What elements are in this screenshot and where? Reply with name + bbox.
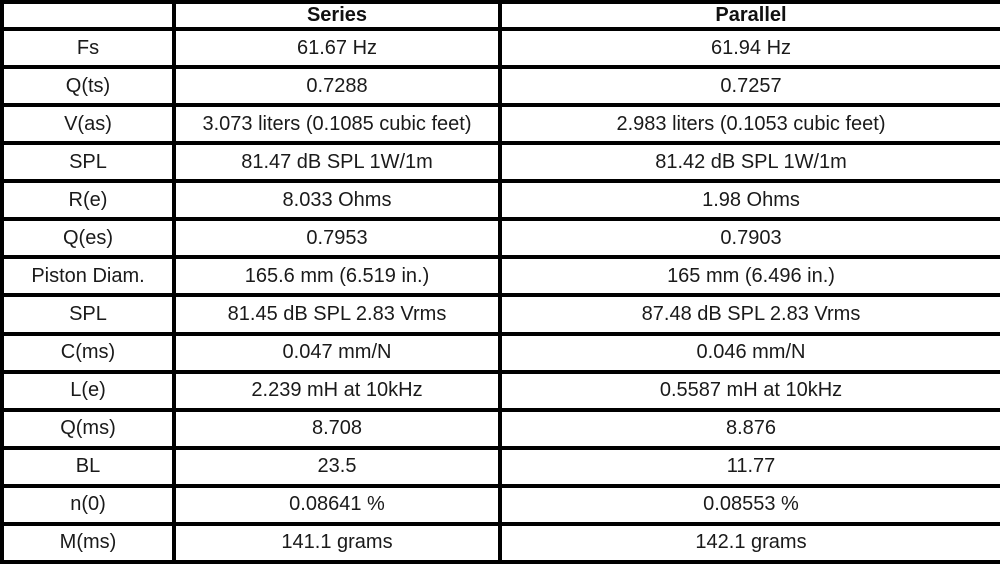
table-row: R(e) 8.033 Ohms 1.98 Ohms: [0, 179, 1000, 222]
row-label-cell: n(0): [0, 483, 176, 526]
table-row: BL 23.5 11.77: [0, 445, 1000, 488]
row-label-cell: M(ms): [0, 521, 176, 564]
table-row: Q(ms) 8.708 8.876: [0, 407, 1000, 450]
series-value-cell: 8.033 Ohms: [172, 179, 502, 222]
column-header-series: Series: [172, 0, 502, 31]
parallel-value-cell: 0.08553 %: [498, 483, 1000, 526]
row-label-cell: Fs: [0, 26, 176, 70]
series-value-cell: 3.073 liters (0.1085 cubic feet): [172, 103, 502, 146]
table-body: Fs 61.67 Hz 61.94 Hz Q(ts) 0.7288 0.7257 V(as)…: [0, 26, 1000, 564]
row-label-cell: C(ms): [0, 331, 176, 374]
row-label-cell: R(e): [0, 179, 176, 222]
row-label-cell: SPL: [0, 293, 176, 336]
series-value-cell: 2.239 mH at 10kHz: [172, 369, 502, 412]
series-value-cell: 141.1 grams: [172, 521, 502, 564]
table-header: Series Parallel: [0, 0, 1000, 31]
table-row: Q(es) 0.7953 0.7903: [0, 217, 1000, 260]
column-header-parallel: Parallel: [498, 0, 1000, 31]
row-label-cell: SPL: [0, 141, 176, 184]
parallel-value-cell: 87.48 dB SPL 2.83 Vrms: [498, 293, 1000, 336]
parallel-value-cell: 61.94 Hz: [498, 26, 1000, 70]
parallel-value-cell: 8.876: [498, 407, 1000, 450]
parallel-value-cell: 165 mm (6.496 in.): [498, 255, 1000, 298]
table-row: Fs 61.67 Hz 61.94 Hz: [0, 26, 1000, 70]
column-header-blank: [0, 0, 176, 31]
parallel-value-cell: 0.7257: [498, 65, 1000, 108]
series-value-cell: 23.5: [172, 445, 502, 488]
table-row: Q(ts) 0.7288 0.7257: [0, 65, 1000, 108]
table-row: M(ms) 141.1 grams 142.1 grams: [0, 521, 1000, 564]
series-value-cell: 8.708: [172, 407, 502, 450]
series-value-cell: 165.6 mm (6.519 in.): [172, 255, 502, 298]
series-value-cell: 0.7288: [172, 65, 502, 108]
parallel-value-cell: 0.5587 mH at 10kHz: [498, 369, 1000, 412]
row-label-cell: L(e): [0, 369, 176, 412]
row-label-cell: Q(es): [0, 217, 176, 260]
series-value-cell: 61.67 Hz: [172, 26, 502, 70]
parallel-value-cell: 142.1 grams: [498, 521, 1000, 564]
parallel-value-cell: 81.42 dB SPL 1W/1m: [498, 141, 1000, 184]
row-label-cell: Q(ts): [0, 65, 176, 108]
parallel-value-cell: 2.983 liters (0.1053 cubic feet): [498, 103, 1000, 146]
row-label-cell: Piston Diam.: [0, 255, 176, 298]
row-label-cell: Q(ms): [0, 407, 176, 450]
series-value-cell: 81.47 dB SPL 1W/1m: [172, 141, 502, 184]
table-row: n(0) 0.08641 % 0.08553 %: [0, 483, 1000, 526]
header-row: Series Parallel: [0, 0, 1000, 31]
parallel-value-cell: 0.7903: [498, 217, 1000, 260]
table-row: Piston Diam. 165.6 mm (6.519 in.) 165 mm (…: [0, 255, 1000, 298]
row-label-cell: BL: [0, 445, 176, 488]
row-label-cell: V(as): [0, 103, 176, 146]
series-value-cell: 0.7953: [172, 217, 502, 260]
table-row: V(as) 3.073 liters (0.1085 cubic feet) 2.9…: [0, 103, 1000, 146]
parallel-value-cell: 11.77: [498, 445, 1000, 488]
parallel-value-cell: 1.98 Ohms: [498, 179, 1000, 222]
parallel-value-cell: 0.046 mm/N: [498, 331, 1000, 374]
series-value-cell: 0.08641 %: [172, 483, 502, 526]
series-value-cell: 81.45 dB SPL 2.83 Vrms: [172, 293, 502, 336]
table-row: SPL 81.47 dB SPL 1W/1m 81.42 dB SPL 1W/1m: [0, 141, 1000, 184]
table-row: SPL 81.45 dB SPL 2.83 Vrms 87.48 dB SPL 2.…: [0, 293, 1000, 336]
table-row: L(e) 2.239 mH at 10kHz 0.5587 mH at 10kHz: [0, 369, 1000, 412]
series-value-cell: 0.047 mm/N: [172, 331, 502, 374]
table-row: C(ms) 0.047 mm/N 0.046 mm/N: [0, 331, 1000, 374]
